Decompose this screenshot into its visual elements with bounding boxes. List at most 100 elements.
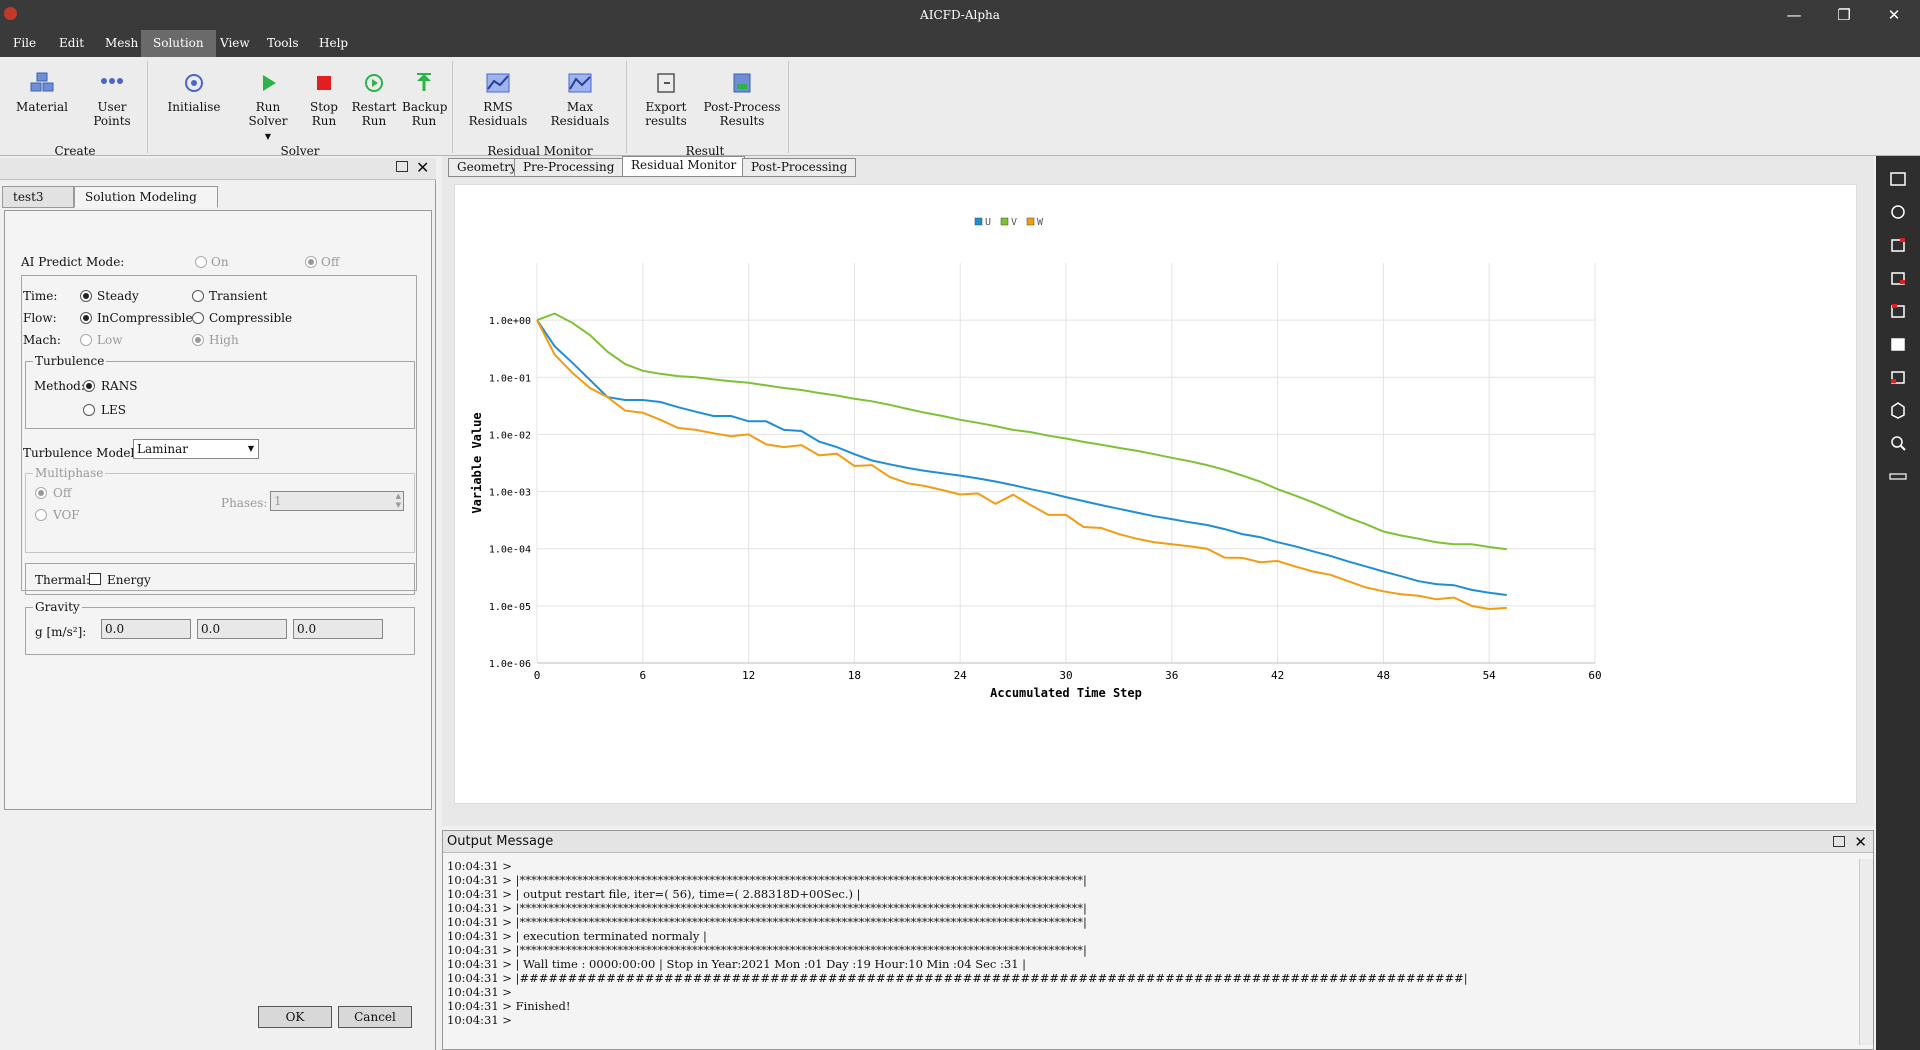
menu-solution[interactable]: Solution <box>141 30 216 57</box>
output-scrollbar[interactable] <box>1859 859 1873 1045</box>
ai-on-radio[interactable] <box>195 256 207 268</box>
rotate-icon[interactable] <box>1888 203 1908 221</box>
mach-low-label: Low <box>97 333 123 347</box>
export-results-button[interactable]: Export results <box>638 71 694 128</box>
max-residuals-button[interactable]: Max Residuals <box>538 71 622 128</box>
solution-modeling-form: AI Predict Mode: On Off Time: Steady Tra… <box>4 210 432 810</box>
gravity-y-input[interactable]: 0.0 <box>197 619 287 639</box>
initialise-button[interactable]: Initialise <box>162 71 226 114</box>
tab-pre-processing[interactable]: Pre-Processing <box>514 158 624 177</box>
menu-edit[interactable]: Edit <box>59 36 85 50</box>
tab-test3[interactable]: test3 <box>2 186 74 208</box>
multiphase-vof-radio[interactable] <box>35 509 47 521</box>
menu-view[interactable]: View <box>220 36 250 50</box>
menu-file[interactable]: File <box>13 36 37 50</box>
mach-high-radio[interactable] <box>192 334 204 346</box>
cancel-button[interactable]: Cancel <box>338 1006 412 1028</box>
log-line: 10:04:31 > | execution terminated normal… <box>447 929 707 943</box>
log-line: 10:04:31 > <box>447 859 512 873</box>
close-panel-icon[interactable]: ✕ <box>416 158 430 177</box>
ribbon-separator <box>626 61 627 153</box>
mach-low-radio[interactable] <box>80 334 92 346</box>
legend-label-w: W <box>1037 217 1044 228</box>
multiphase-off-label: Off <box>53 486 72 500</box>
rms-residuals-button[interactable]: RMS Residuals <box>458 71 538 128</box>
flow-incompressible-radio[interactable] <box>80 312 92 324</box>
turbulence-title: Turbulence <box>33 354 107 368</box>
ribbon-separator <box>452 61 453 153</box>
x-tick-label: 36 <box>1165 669 1178 682</box>
output-title: Output Message <box>447 834 554 849</box>
y-tick-label: 1.0e-03 <box>489 488 531 499</box>
user-points-button[interactable]: User Points <box>90 71 134 128</box>
time-transient-radio[interactable] <box>192 290 204 302</box>
dropdown-arrow-icon: ▼ <box>264 132 272 141</box>
output-log: 10:04:31 > 10:04:31 > |******************… <box>447 859 1847 1027</box>
menu-tools[interactable]: Tools <box>267 36 299 50</box>
y-tick-label: 1.0e-06 <box>489 659 531 670</box>
menu-mesh[interactable]: Mesh <box>105 36 139 50</box>
group-label-result: Result <box>685 144 725 158</box>
tab-geometry[interactable]: Geometry <box>448 158 526 177</box>
group-label-solver: Solver <box>280 144 320 158</box>
gravity-title: Gravity <box>33 600 82 614</box>
mach-high-label: High <box>209 333 239 347</box>
tab-solution-modeling[interactable]: Solution Modeling✕ <box>74 186 218 226</box>
method-les-radio[interactable] <box>83 404 95 416</box>
view-bottom-icon[interactable] <box>1888 335 1908 353</box>
fit-view-icon[interactable] <box>1888 170 1908 188</box>
flow-label: Flow: <box>23 311 57 325</box>
view-left-icon[interactable] <box>1888 368 1908 386</box>
float-panel-icon[interactable] <box>396 161 408 172</box>
backup-run-button[interactable]: Backup Run <box>402 71 447 128</box>
log-line: 10:04:31 > |############################… <box>447 971 1468 985</box>
spin-arrows-icon[interactable]: ▲ ▼ <box>395 492 401 509</box>
flow-compressible-radio[interactable] <box>192 312 204 324</box>
x-tick-label: 6 <box>639 669 646 682</box>
method-rans-label: RANS <box>101 379 138 393</box>
post-process-icon <box>733 73 751 93</box>
material-button[interactable]: Material <box>16 71 68 114</box>
x-tick-label: 0 <box>534 669 541 682</box>
method-rans-radio[interactable] <box>83 380 95 392</box>
restart-run-button[interactable]: Restart Run <box>350 71 398 128</box>
time-steady-label: Steady <box>97 289 139 303</box>
multiphase-off-radio[interactable] <box>35 487 47 499</box>
phases-spinbox[interactable]: 1 ▲ ▼ <box>270 491 404 511</box>
float-output-icon[interactable] <box>1833 836 1845 847</box>
tab-residual-monitor[interactable]: Residual Monitor <box>622 156 746 177</box>
gravity-x-input[interactable]: 0.0 <box>101 619 191 639</box>
tab-post-processing[interactable]: Post-Processing <box>742 158 857 177</box>
view-top-icon[interactable] <box>1888 302 1908 320</box>
x-tick-label: 24 <box>954 669 968 682</box>
multiphase-title: Multiphase <box>33 466 106 480</box>
upload-arrow-icon <box>417 73 431 91</box>
view-iso-icon[interactable] <box>1888 401 1908 419</box>
view-back-icon[interactable] <box>1888 269 1908 287</box>
time-steady-radio[interactable] <box>80 290 92 302</box>
y-axis-label: Variable Value <box>470 412 484 513</box>
post-process-results-button[interactable]: Post-Process Results <box>702 71 782 128</box>
turbulence-model-select[interactable]: Laminar ▼ <box>133 439 259 459</box>
ok-button[interactable]: OK <box>258 1006 332 1028</box>
view-front-icon[interactable] <box>1888 236 1908 254</box>
residual-chart: 0 6 12 18 24 30 36 42 48 54 60 1.0e+00 1.0e-01 1.0e-0… <box>470 217 1602 700</box>
log-line: 10:04:31 > | Wall time : 0000:00:00 | St… <box>447 957 1027 971</box>
menu-help[interactable]: Help <box>319 36 349 50</box>
main-view: Geometry Pre-Processing Residual Monitor… <box>442 156 1874 826</box>
x-tick-label: 30 <box>1059 669 1072 682</box>
zoom-icon[interactable] <box>1888 434 1908 452</box>
run-solver-button[interactable]: Run Solver ▼ <box>236 71 300 144</box>
ribbon-separator <box>788 61 789 153</box>
ruler-icon[interactable] <box>1888 467 1908 485</box>
restore-button[interactable]: ❐ <box>1837 6 1851 24</box>
ai-off-radio[interactable] <box>305 256 317 268</box>
log-line: 10:04:31 > |****************************… <box>447 901 1087 915</box>
close-window-button[interactable]: ✕ <box>1887 6 1901 24</box>
legend-label-v: V <box>1011 217 1017 228</box>
close-output-icon[interactable]: ✕ <box>1854 833 1867 851</box>
energy-checkbox[interactable] <box>89 573 101 585</box>
stop-run-button[interactable]: Stop Run <box>306 71 342 128</box>
minimize-button[interactable]: — <box>1786 6 1802 24</box>
gravity-z-input[interactable]: 0.0 <box>293 619 383 639</box>
